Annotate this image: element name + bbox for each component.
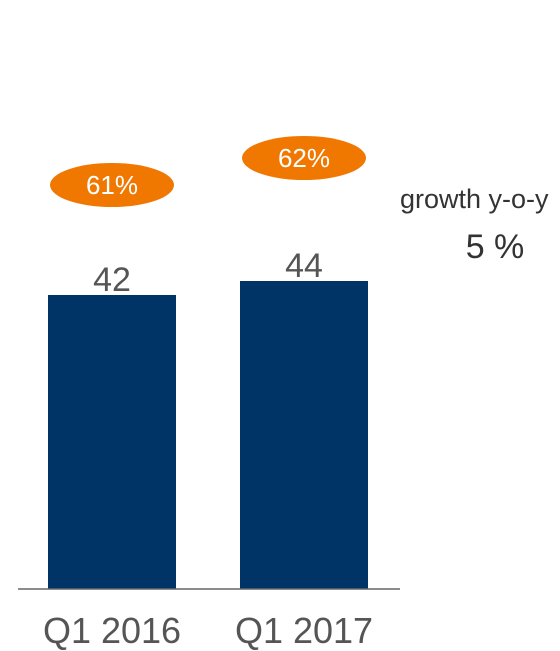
bar-value-label-1: 42 xyxy=(93,261,131,299)
annotation-pill-2 xyxy=(242,136,366,180)
category-label-1: Q1 2016 xyxy=(43,610,181,651)
growth-value: 5 % xyxy=(465,228,525,266)
bar-value-label-2: 44 xyxy=(285,247,323,285)
bar-2 xyxy=(240,281,368,589)
labels-group: 42 Q1 2016 61% 44 Q1 2017 62% xyxy=(43,136,373,651)
annotation-label-1: 61% xyxy=(86,170,138,200)
growth-label: growth y-o-y xyxy=(400,184,549,214)
bars-group xyxy=(48,281,368,589)
annotation-label-2: 62% xyxy=(278,143,330,173)
bar-1 xyxy=(48,295,176,589)
annotation-pill-1 xyxy=(50,163,174,207)
category-label-2: Q1 2017 xyxy=(235,610,373,651)
